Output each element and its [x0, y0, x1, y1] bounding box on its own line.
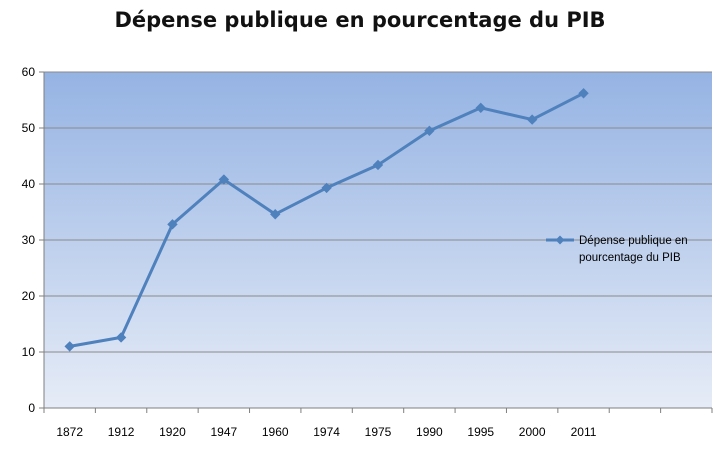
axes	[39, 71, 713, 413]
data-point	[321, 182, 332, 194]
y-tick-label: 30	[22, 233, 36, 247]
x-tick-label: 1960	[262, 425, 289, 439]
x-tick-label: 1995	[467, 425, 494, 439]
data-point	[424, 125, 435, 137]
x-tick-label: 2000	[519, 425, 546, 439]
x-tick-label: 1990	[416, 425, 443, 439]
x-tick-label: 1975	[365, 425, 392, 439]
data-point	[372, 159, 384, 171]
x-tick-label: 1947	[210, 425, 237, 439]
data-point	[578, 88, 589, 99]
legend-marker	[555, 235, 565, 245]
series-markers	[64, 88, 589, 352]
data-point	[218, 174, 230, 185]
data-point	[64, 341, 75, 352]
y-tick-label: 50	[22, 121, 36, 135]
data-point	[526, 114, 538, 125]
x-tick-label: 1912	[108, 425, 135, 439]
legend: Dépense publique en pourcentage du PIB	[546, 235, 688, 264]
x-tick-label: 1920	[159, 425, 186, 439]
data-point	[270, 209, 281, 220]
y-tick-label: 0	[28, 401, 35, 415]
x-tick-label: 2011	[571, 425, 597, 439]
data-point	[167, 219, 178, 230]
data-point	[115, 332, 127, 343]
x-tick-label: 1872	[56, 425, 83, 439]
grid-lines	[44, 71, 712, 353]
data-point	[475, 102, 486, 114]
legend-label: pourcentage du PIB	[579, 252, 681, 264]
x-axis-tick-labels: 1872 1912 1920 1947 1960 1974 1975 1990 1995 2000…	[56, 425, 596, 439]
x-tick-label: 1974	[313, 425, 340, 439]
y-tick-label: 60	[22, 65, 36, 79]
chart-title: Dépense publique en pourcentage du PIB	[114, 8, 606, 32]
y-tick-label: 40	[22, 177, 36, 191]
y-tick-label: 20	[22, 289, 36, 303]
y-axis-tick-labels: 0 10 20 30 40 50 60	[22, 65, 36, 415]
legend-label: Dépense publique en	[579, 235, 688, 247]
y-tick-label: 10	[22, 345, 36, 359]
